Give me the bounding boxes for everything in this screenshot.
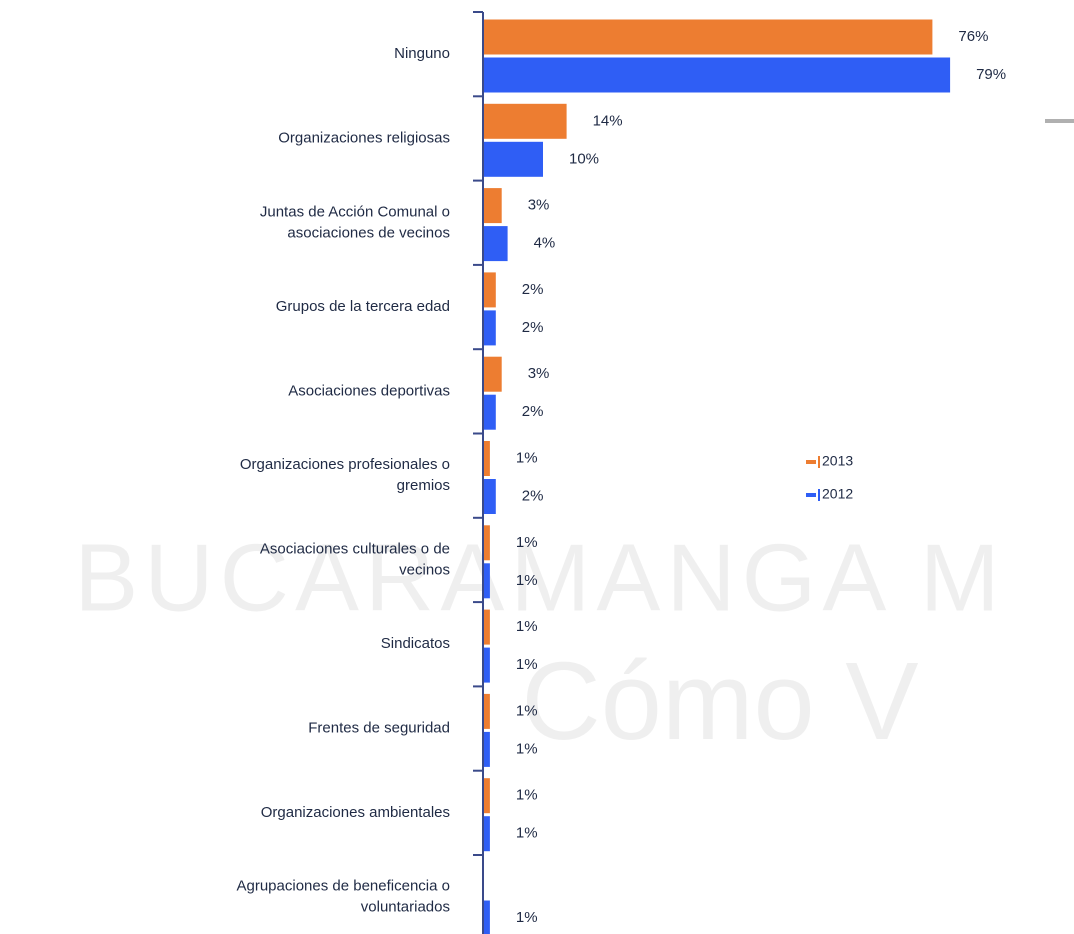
watermark: Cómo V [521,640,918,763]
legend-swatch [818,456,820,468]
bar [484,900,490,934]
bar [484,226,508,262]
category-label: Agrupaciones de beneficencia o voluntaria… [237,878,451,916]
category-label: Organizaciones ambientales [261,804,450,821]
bar [484,272,496,308]
value-label: 1% [516,825,538,842]
category-label: Organizaciones religiosas [278,129,450,146]
value-label: 76% [958,28,988,45]
bar [484,310,496,346]
bar [484,778,490,814]
bar [484,563,490,599]
value-label: 10% [569,150,599,167]
category-label: Asociaciones deportivas [288,382,450,399]
category-label: Grupos de la tercera edad [276,298,450,315]
legend-swatch [806,493,816,497]
legend-label: 2012 [822,486,853,502]
value-label: 1% [516,449,538,466]
bar [484,731,490,767]
value-label: 3% [528,365,550,382]
category-label: Sindicatos [381,635,450,652]
bar [484,693,490,729]
bar [484,57,951,93]
bar [484,141,543,177]
legend-swatch [806,460,816,464]
bar [484,103,567,139]
category-label: Ninguno [394,45,450,62]
value-label: 2% [522,281,544,298]
value-label: 1% [516,909,538,926]
value-label: 3% [528,197,550,214]
category-label: Juntas de Acción Comunal o asociaciones d… [260,203,450,241]
value-label: 1% [516,740,538,757]
category-label: Organizaciones profesionales o gremios [240,456,450,494]
bar [484,609,490,645]
value-label: 79% [976,66,1006,83]
bar [484,525,490,561]
watermark: BUCARAMANGA M [74,524,1005,631]
value-label: 4% [534,235,556,252]
bar [484,441,490,476]
bar [484,188,502,224]
bar [484,647,490,683]
value-label: 1% [516,702,538,719]
category-label: Frentes de seguridad [308,720,450,737]
value-label: 2% [522,487,544,504]
value-label: 14% [593,112,623,129]
category-label: Asociaciones culturales o de vecinos [260,540,450,578]
value-label: 1% [516,656,538,673]
value-label: 1% [516,572,538,589]
bar [484,356,502,392]
value-label: 1% [516,618,538,635]
bar [484,816,490,852]
bar [484,19,933,55]
legend-swatch [818,489,820,501]
bar [484,479,496,514]
bar [484,394,496,430]
value-label: 2% [522,403,544,420]
value-label: 2% [522,319,544,336]
legend-label: 2013 [822,453,853,469]
value-label: 1% [516,534,538,551]
value-label: 1% [516,787,538,804]
